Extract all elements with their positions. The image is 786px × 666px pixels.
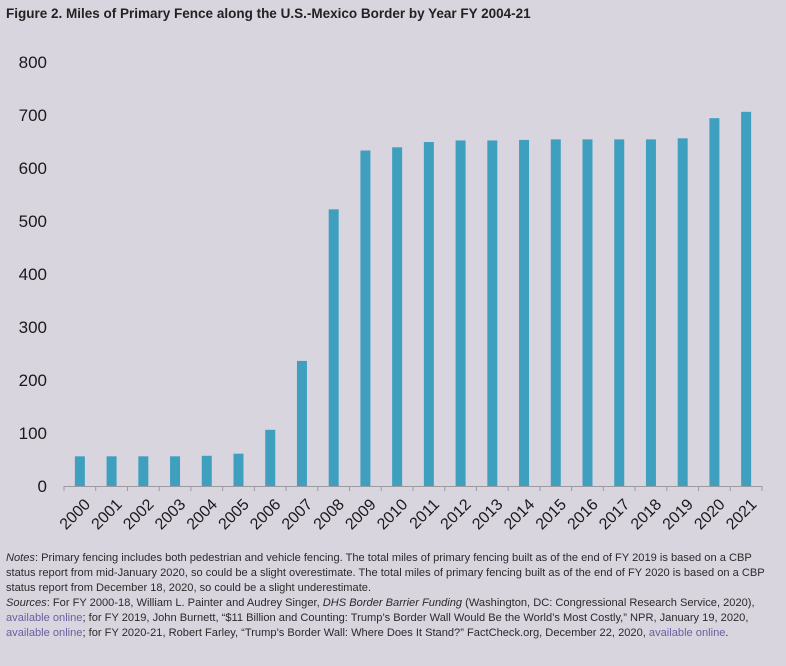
sources-label: Sources [6,597,47,609]
bar [645,139,656,486]
bar [677,138,688,486]
x-tick-label: 2000 [57,496,94,533]
source-link-1[interactable]: available online [6,612,83,624]
bar [106,456,117,486]
y-tick-label: 200 [19,371,47,390]
y-tick-label: 100 [19,424,47,443]
x-tick-label: 2012 [438,496,475,533]
bar [265,429,276,486]
bar [360,150,371,486]
bar-series [74,111,752,487]
sources-paragraph: Sources: For FY 2000-18, William L. Pain… [6,596,780,641]
x-tick-label: 2017 [596,496,633,533]
x-tick-label: 2019 [660,496,697,533]
chart-title: Figure 2. Miles of Primary Fence along t… [6,6,531,21]
x-tick-label: 2006 [247,496,284,533]
y-tick-label: 800 [19,53,47,72]
x-tick-label: 2001 [89,496,126,533]
y-tick-label: 500 [19,212,47,231]
bar [519,139,530,486]
bar [455,140,466,486]
bar [582,139,593,486]
bar [74,456,85,486]
y-tick-label: 0 [38,477,47,496]
x-tick-label: 2010 [374,496,411,533]
notes-text: : Primary fencing includes both pedestri… [6,552,765,594]
x-tick-label: 2008 [311,496,348,533]
sources-text-2: (Washington, DC: Congressional Research … [462,597,755,609]
bar [170,456,181,486]
x-tick-label: 2018 [628,496,665,533]
x-tick-label: 2003 [152,496,189,533]
x-tick-label: 2005 [215,496,252,533]
y-tick-label: 400 [19,265,47,284]
bar [233,453,244,486]
x-tick-label: 2020 [691,496,728,533]
sources-text-5: . [725,627,729,639]
chart-footer: Notes: Primary fencing includes both ped… [6,551,780,641]
x-tick-label: 2002 [120,496,157,533]
x-tick-label: 2016 [564,496,601,533]
x-tick-label: 2011 [407,496,443,532]
bar [709,118,720,487]
x-tick-label: 2021 [723,496,760,533]
bar [296,360,307,486]
sources-text-1: : For FY 2000-18, William L. Painter and… [46,597,323,609]
bar [392,147,403,486]
source-link-2[interactable]: available online [6,627,83,639]
notes-paragraph: Notes: Primary fencing includes both ped… [6,551,780,596]
bar [138,456,149,486]
x-tick-label: 2014 [501,496,538,533]
source-book-title: DHS Border Barrier Funding [322,597,463,609]
bar [328,209,339,486]
bar [487,140,498,486]
x-tick-label: 2009 [342,496,379,533]
x-tick-label: 2007 [279,496,316,533]
sources-text-4: ; for FY 2020-21, Robert Farley, “Trump’… [82,627,649,639]
bar [201,455,212,486]
y-axis: 0 100 200 300 400 500 600 700 800 [19,53,47,496]
bar [423,142,434,486]
sources-text-3: ; for FY 2019, John Burnett, “$11 Billio… [82,612,749,624]
y-tick-label: 300 [19,318,47,337]
bar [550,139,561,486]
x-axis: 2000200120022003200420052006200720082009… [57,486,763,533]
notes-label: Notes [6,552,35,564]
bar [614,139,625,486]
x-tick-label: 2015 [533,496,570,533]
y-tick-label: 600 [19,159,47,178]
x-tick-label: 2004 [184,496,221,533]
x-tick-label: 2013 [469,496,506,533]
bar [741,111,752,486]
source-link-3[interactable]: available online [648,627,726,639]
y-tick-label: 700 [19,106,47,125]
